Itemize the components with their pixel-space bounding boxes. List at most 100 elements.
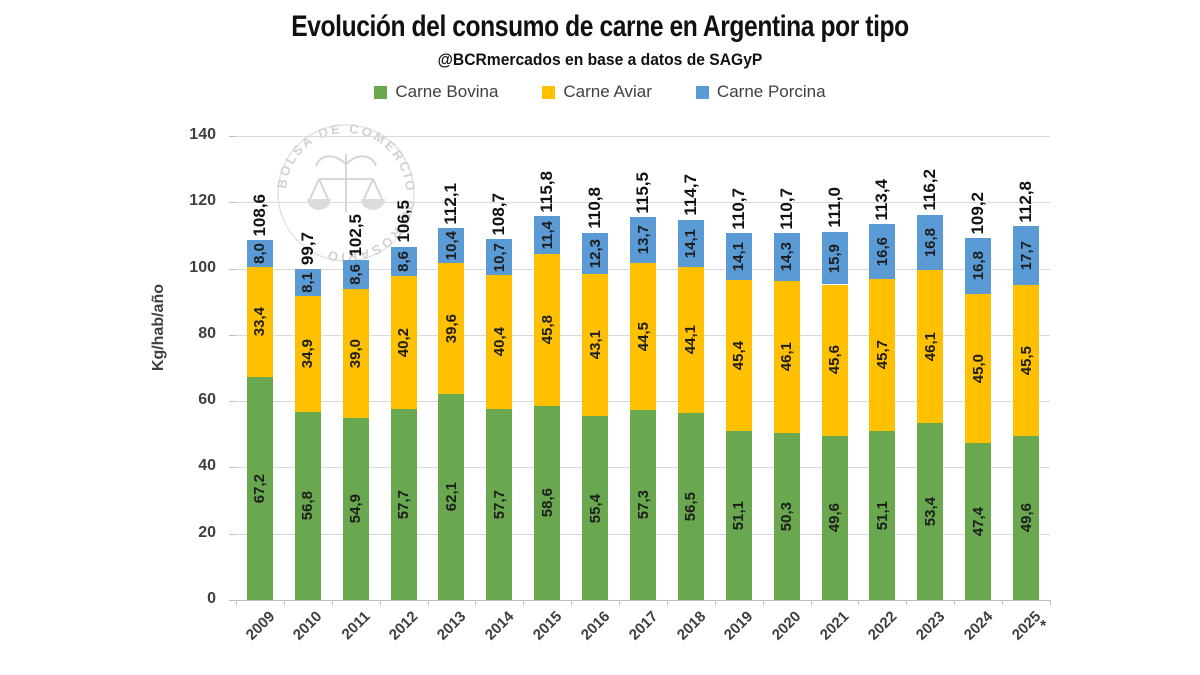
- x-tick-label: 2023: [912, 608, 949, 644]
- bar-segment-aviar: 45,5: [1013, 284, 1040, 436]
- bar-segment-aviar: 40,2: [390, 275, 417, 409]
- segment-value-label: 40,2: [395, 327, 413, 357]
- segment-value-label: 55,4: [586, 493, 604, 523]
- segment-value-label: 62,1: [442, 482, 460, 512]
- segment-value-label: 50,3: [778, 502, 796, 532]
- total-value-label: 112,1: [441, 182, 461, 225]
- y-tick-mark: [229, 136, 236, 137]
- y-tick-label: 0: [207, 590, 216, 607]
- segment-value-label: 16,6: [873, 237, 891, 267]
- bar-segment-porcina: 12,3: [582, 232, 609, 274]
- x-tick-mark: [619, 600, 621, 605]
- bar-segment-porcina: 8,1: [294, 269, 321, 297]
- y-tick-mark: [229, 268, 236, 270]
- y-tick-mark: [229, 533, 236, 535]
- segment-value-label: 58,6: [538, 488, 556, 518]
- bar-segment-bovina: 57,7: [486, 408, 513, 600]
- total-value-label: 108,6: [249, 193, 269, 237]
- segment-value-label: 67,2: [251, 474, 269, 504]
- segment-value-label: 14,1: [682, 228, 700, 258]
- bar-segment-porcina: 8,6: [390, 247, 417, 276]
- bar-total-label: 110,7: [774, 188, 800, 230]
- segment-value-label: 8,1: [299, 272, 317, 294]
- bar-segment-aviar: 45,0: [965, 293, 992, 443]
- segment-value-label: 16,8: [921, 227, 939, 257]
- bar-segment-aviar: 39,0: [342, 288, 369, 419]
- bar-segment-aviar: 45,7: [869, 279, 896, 431]
- bar-total-label: 106,5: [391, 200, 417, 243]
- x-tick-mark: [666, 600, 668, 605]
- bar-segment-aviar: 46,1: [773, 280, 800, 434]
- x-tick-label: 2009: [242, 608, 278, 644]
- bar-segment-bovina: 50,3: [773, 433, 800, 600]
- x-tick-mark: [762, 600, 764, 605]
- legend: Carne Bovina Carne Aviar Carne Porcina: [0, 82, 1200, 102]
- total-value-label: 110,7: [728, 187, 748, 230]
- segment-value-label: 33,4: [251, 307, 269, 337]
- bar-segment-bovina: 49,6: [821, 435, 848, 600]
- segment-value-label: 43,1: [586, 330, 604, 360]
- bar-segment-aviar: 43,1: [582, 273, 609, 417]
- bar-segment-bovina: 56,8: [294, 411, 321, 600]
- total-value-label: 110,8: [585, 187, 605, 229]
- segment-value-label: 45,7: [873, 340, 891, 370]
- x-tick-label: 2012: [385, 608, 422, 644]
- bar-segment-porcina: 8,6: [342, 260, 369, 289]
- bar-segment-porcina: 11,4: [534, 216, 561, 254]
- x-tick-label: 2010: [290, 608, 326, 644]
- x-tick-label: 2014: [481, 608, 518, 644]
- segment-value-label: 8,6: [347, 264, 365, 285]
- bar-segment-porcina: 16,8: [965, 238, 992, 294]
- segment-value-label: 57,7: [490, 489, 508, 519]
- total-value-label: 109,2: [968, 191, 988, 235]
- total-value-label: 110,7: [776, 187, 796, 230]
- x-tick-mark: [1002, 600, 1004, 605]
- y-tick-label: 100: [189, 258, 216, 276]
- bar-segment-bovina: 53,4: [917, 423, 944, 600]
- segment-value-label: 46,1: [921, 332, 939, 362]
- x-axis-line: [236, 600, 1050, 601]
- bar-segment-porcina: 8,0: [246, 240, 273, 267]
- y-tick-label: 60: [198, 391, 216, 409]
- bar-total-label: 102,5: [343, 214, 369, 257]
- bar-total-label: 116,2: [917, 169, 943, 211]
- segment-value-label: 57,7: [395, 489, 413, 519]
- segment-value-label: 8,0: [251, 242, 269, 264]
- segment-value-label: 15,9: [826, 243, 844, 273]
- total-value-label: 99,7: [297, 232, 317, 266]
- segment-value-label: 34,9: [299, 339, 317, 369]
- bar-segment-bovina: 67,2: [246, 377, 273, 600]
- bar-segment-porcina: 14,1: [677, 219, 704, 267]
- x-tick-mark: [954, 600, 956, 605]
- bar-segment-porcina: 10,7: [486, 239, 513, 275]
- total-value-label: 115,8: [537, 170, 557, 213]
- x-tick-mark: [427, 600, 429, 605]
- y-tick-mark: [229, 202, 236, 204]
- total-value-label: 112,8: [1016, 180, 1036, 223]
- x-tick-mark: [475, 600, 477, 605]
- total-value-label: 106,5: [393, 200, 413, 244]
- x-tick-mark: [906, 600, 908, 605]
- x-tick-label: 2017: [625, 608, 662, 644]
- x-tick-label: 2018: [673, 608, 709, 644]
- bar-total-label: 110,8: [582, 187, 608, 229]
- y-tick-label: 80: [198, 324, 216, 342]
- y-tick-mark: [229, 467, 236, 469]
- segment-value-label: 51,1: [730, 500, 748, 530]
- segment-value-label: 56,5: [682, 491, 700, 521]
- x-tick-label: 2025: [1008, 608, 1045, 644]
- segment-value-label: 39,6: [442, 313, 460, 344]
- bar-segment-bovina: 57,7: [390, 408, 417, 600]
- segment-value-label: 44,1: [682, 325, 700, 355]
- x-tick-mark: [714, 600, 716, 605]
- segment-value-label: 49,6: [826, 503, 844, 533]
- segment-value-label: 47,4: [969, 506, 987, 537]
- bar-segment-bovina: 54,9: [342, 418, 369, 600]
- x-tick-label: 2024: [960, 608, 997, 644]
- bar-segment-bovina: 56,5: [677, 412, 704, 600]
- segment-value-label: 14,3: [778, 242, 796, 272]
- segment-value-label: 44,5: [634, 321, 652, 351]
- y-tick-label: 20: [198, 523, 216, 541]
